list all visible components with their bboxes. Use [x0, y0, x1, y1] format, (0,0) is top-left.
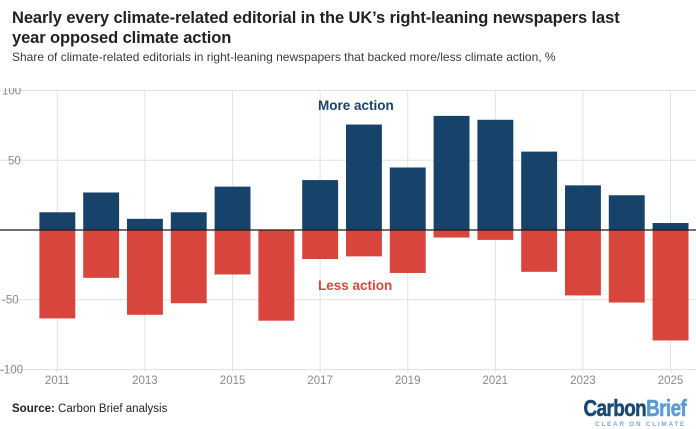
svg-text:2019: 2019 [395, 375, 421, 387]
svg-text:2017: 2017 [307, 375, 333, 387]
svg-text:2025: 2025 [658, 375, 684, 387]
svg-text:2011: 2011 [45, 375, 70, 387]
svg-text:50: 50 [8, 156, 21, 168]
svg-text:2023: 2023 [570, 375, 596, 387]
svg-text:2013: 2013 [132, 375, 158, 387]
svg-text:-100: -100 [0, 365, 23, 377]
svg-text:100: 100 [2, 88, 21, 98]
svg-text:2015: 2015 [220, 375, 246, 387]
svg-text:2021: 2021 [483, 375, 509, 387]
svg-text:-50: -50 [2, 295, 19, 307]
